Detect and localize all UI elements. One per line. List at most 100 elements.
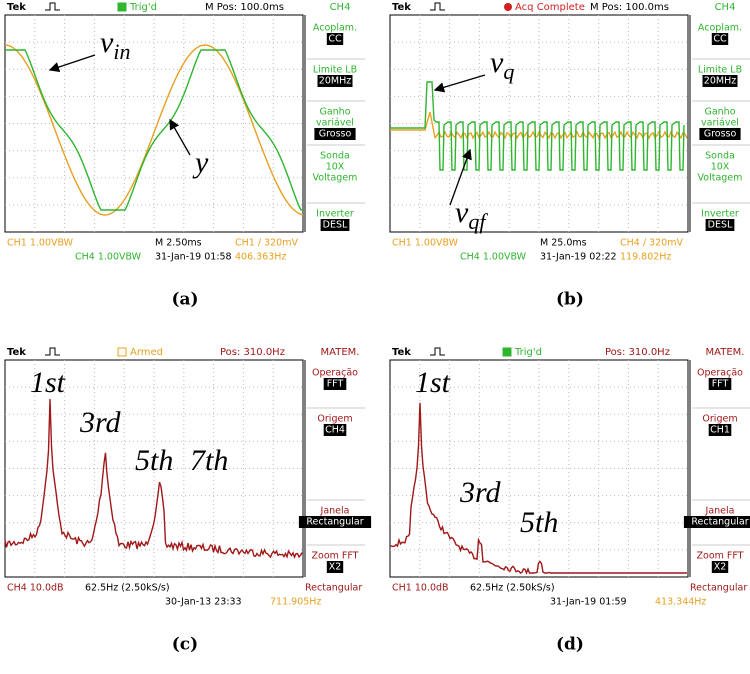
status: Acq Complete — [515, 2, 585, 13]
status-text: Rectangular — [305, 583, 362, 594]
position: Pos: 310.0Hz — [220, 347, 285, 358]
menu-label: Limite LB — [698, 65, 742, 76]
menu-label: Janela — [320, 506, 350, 517]
menu-label: Zoom FFT — [312, 551, 359, 562]
menu-label: variável — [316, 118, 354, 129]
scope-screen: Tek Armed Pos: 310.0Hz MATEM. 1st 3rd 5th 7th Op… — [5, 345, 371, 610]
status-text: CH4 1.00VBW — [460, 252, 527, 263]
status-text: 62.5Hz (2.50kS/s) — [470, 583, 555, 594]
menu-label: Sonda — [705, 151, 735, 162]
menu-value: CH1 — [710, 425, 730, 436]
menu-label: Operação — [312, 368, 358, 379]
annotation-sub: q — [503, 59, 514, 84]
status-text: CH4 / 320mV — [620, 238, 683, 249]
menu-label: 10X — [711, 162, 730, 173]
status: Trig'd — [129, 2, 157, 13]
status-text: 31-Jan-19 01:59 — [550, 597, 627, 608]
annotation-base: 1st — [415, 366, 451, 399]
position: M Pos: 100.0ms — [205, 2, 284, 13]
annotation: 1st — [30, 366, 66, 399]
menu-value: Rectangular — [691, 517, 748, 528]
status-text: M 2.50ms — [155, 238, 202, 249]
menu-label: Inverter — [316, 209, 354, 220]
menu-label: Origem — [702, 414, 737, 425]
brand: Tek — [7, 347, 26, 358]
menu-label: Inverter — [701, 209, 739, 220]
menu-label: Acoplam. — [313, 23, 357, 34]
status: Armed — [130, 347, 163, 358]
menu-value: 20MHz — [704, 76, 736, 87]
annotation: 1st — [415, 366, 451, 399]
status-text: CH1 / 320mV — [235, 238, 298, 249]
status-text: 31-Jan-19 02:22 — [540, 252, 617, 263]
channel: CH4 — [330, 2, 351, 13]
menu-value: CC — [328, 34, 342, 45]
menu-value: 20MHz — [319, 76, 351, 87]
annotation-base: 7th — [190, 444, 228, 477]
annotation: 3rd — [79, 406, 122, 439]
menu-label: Voltagem — [313, 173, 358, 184]
status-text: M 25.0ms — [540, 238, 587, 249]
annotation: 7th — [190, 444, 228, 477]
status-text: CH4 10.0dB — [7, 583, 64, 594]
annotation-base: 5th — [520, 506, 558, 539]
menu-value: Rectangular — [306, 517, 363, 528]
status-text: 406.363Hz — [235, 252, 286, 263]
status-icon — [118, 3, 126, 11]
annotation-base: 5th — [135, 444, 173, 477]
annotation-base: v — [490, 46, 504, 79]
menu-label: Voltagem — [698, 173, 743, 184]
menu-value: DESL — [708, 220, 733, 231]
menu-value: X2 — [714, 562, 727, 573]
status-text: CH1 1.00VBW — [392, 238, 459, 249]
brand: Tek — [392, 347, 411, 358]
menu-label: Acoplam. — [698, 23, 742, 34]
annotation: 5th — [135, 444, 173, 477]
status-text: 711.905Hz — [270, 597, 321, 608]
status-text: CH1 1.00VBW — [7, 238, 74, 249]
annotation: y — [192, 146, 209, 179]
screen-bg — [5, 0, 365, 265]
annotation-base: v — [455, 196, 469, 229]
caption: (c) — [172, 635, 198, 655]
channel: MATEM. — [321, 347, 360, 358]
channel: MATEM. — [706, 347, 745, 358]
status-text: 62.5Hz (2.50kS/s) — [85, 583, 170, 594]
menu-label: Sonda — [320, 151, 350, 162]
menu-value: Grosso — [704, 129, 737, 140]
status-icon — [503, 348, 511, 356]
scope-screen: TekAcq CompleteM Pos: 100.0msCH4vqvqfAco… — [390, 0, 750, 265]
menu-label: Limite LB — [313, 65, 357, 76]
annotation-sub: qf — [468, 209, 488, 234]
caption: (a) — [171, 290, 198, 310]
menu-label: variável — [701, 118, 739, 129]
caption: (b) — [556, 290, 584, 310]
status-text: 31-Jan-19 01:58 — [155, 252, 232, 263]
menu-value: Grosso — [319, 129, 352, 140]
status-text: CH1 10.0dB — [392, 583, 449, 594]
status-text: Rectangular — [690, 583, 747, 594]
brand: Tek — [392, 2, 411, 13]
menu-label: Zoom FFT — [697, 551, 744, 562]
annotation-base: y — [192, 146, 209, 179]
position: Pos: 310.0Hz — [605, 347, 670, 358]
status: Trig'd — [514, 347, 542, 358]
status-icon — [504, 3, 512, 11]
brand: Tek — [7, 2, 26, 13]
menu-label: Ganho — [319, 107, 350, 118]
menu-value: DESL — [323, 220, 348, 231]
status-text: 413.344Hz — [655, 597, 706, 608]
annotation-base: 3rd — [459, 476, 502, 509]
menu-label: Origem — [317, 414, 352, 425]
page: {"panels":[ {"header":["Tek","Trig'd","M… — [0, 0, 750, 674]
status-text: 30-Jan-13 23:33 — [165, 597, 242, 608]
annotation: 5th — [520, 506, 558, 539]
menu-value: X2 — [329, 562, 342, 573]
annotation-sub: in — [113, 39, 130, 64]
scope-screen: Tek Trig'd M Pos: 100.0ms CH4 vin y Acoplam.CC… — [5, 0, 365, 265]
channel: CH4 — [715, 2, 736, 13]
annotation-base: v — [100, 26, 114, 59]
menu-label: Ganho — [704, 107, 735, 118]
status-text: CH4 1.00VBW — [75, 252, 142, 263]
